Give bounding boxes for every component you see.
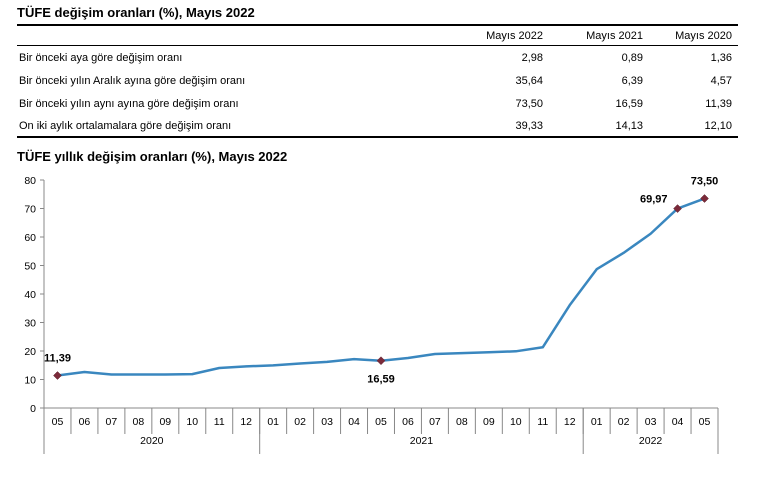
header-may-2020: Mayıs 2020 (649, 24, 738, 46)
table-row: Bir önceki yılın aynı ayına göre değişim… (17, 92, 738, 115)
header-label (17, 24, 449, 46)
x-tick-label: 03 (321, 416, 333, 428)
data-point (326, 360, 329, 363)
data-point (218, 367, 221, 370)
table-row: Bir önceki aya göre değişim oranı 2,98 0… (17, 46, 738, 70)
data-label: 11,39 (44, 353, 71, 365)
cell-value: 2,98 (521, 51, 543, 64)
cell-value: 14,13 (549, 115, 649, 138)
cell-value: 35,64 (515, 74, 543, 87)
x-tick-label: 06 (79, 416, 91, 428)
cell-value: 0,89 (621, 51, 643, 64)
data-marker (376, 356, 386, 366)
x-tick-label: 11 (214, 416, 225, 428)
x-tick-label: 08 (133, 416, 145, 428)
x-tick-label: 09 (483, 416, 495, 428)
data-point (541, 346, 544, 349)
y-tick-label: 40 (24, 289, 36, 301)
data-point (406, 357, 409, 360)
y-tick-label: 70 (24, 204, 36, 216)
data-point (83, 371, 86, 374)
y-tick-label: 30 (24, 318, 36, 330)
y-tick-label: 60 (24, 232, 36, 244)
table-row: On iki aylık ortalamalara göre değişim o… (17, 115, 738, 138)
data-point (514, 350, 517, 353)
data-point (487, 351, 490, 354)
table-title: TÜFE değişim oranları (%), Mayıs 2022 (17, 5, 255, 20)
x-tick-label: 05 (699, 416, 711, 428)
data-marker (700, 194, 709, 203)
x-tick-label: 08 (456, 416, 468, 428)
x-tick-label: 04 (672, 416, 684, 428)
data-point (460, 352, 463, 355)
header-may-2021: Mayıs 2021 (549, 24, 649, 46)
x-tick-label: 10 (186, 416, 198, 428)
data-point (137, 373, 140, 376)
y-tick-label: 80 (24, 175, 36, 187)
row-label: Bir önceki aya göre değişim oranı (19, 51, 183, 64)
x-tick-label: 09 (159, 416, 171, 428)
row-label: On iki aylık ortalamalara göre değişim o… (17, 115, 449, 138)
row-label: Bir önceki yılın aynı ayına göre değişim… (19, 97, 239, 110)
data-point (164, 373, 167, 376)
data-point (245, 365, 248, 368)
cell-value: 73,50 (515, 97, 543, 110)
cell-value: 12,10 (649, 115, 738, 138)
x-tick-label: 04 (348, 416, 360, 428)
x-tick-label: 01 (267, 416, 279, 428)
cell-value: 39,33 (449, 115, 549, 138)
data-point (353, 358, 356, 361)
row-label: Bir önceki yılın Aralık ayına göre değiş… (19, 74, 246, 87)
x-tick-label: 11 (537, 416, 548, 428)
data-point (433, 352, 436, 355)
x-tick-label: 01 (591, 416, 603, 428)
year-label: 2020 (140, 435, 164, 447)
cell-value: 4,57 (710, 74, 732, 87)
x-tick-label: 07 (106, 416, 118, 428)
x-tick-label: 02 (618, 416, 630, 428)
data-label: 16,59 (367, 374, 395, 386)
data-label: 69,97 (640, 194, 668, 206)
cell-value: 6,39 (621, 74, 643, 87)
year-label: 2021 (410, 435, 434, 447)
x-tick-label: 07 (429, 416, 441, 428)
cell-value: 11,39 (705, 97, 732, 110)
data-marker (673, 204, 682, 213)
x-tick-label: 05 (375, 416, 387, 428)
inflation-table: Mayıs 2022 Mayıs 2021 Mayıs 2020 Bir önc… (17, 24, 738, 138)
x-tick-label: 03 (645, 416, 657, 428)
data-point (191, 373, 194, 376)
table-row: Bir önceki yılın Aralık ayına göre değiş… (17, 69, 738, 92)
x-tick-label: 02 (294, 416, 306, 428)
series-line (56, 197, 706, 377)
table-header-row: Mayıs 2022 Mayıs 2021 Mayıs 2020 (17, 24, 738, 46)
data-point (649, 232, 652, 235)
data-point (568, 304, 571, 307)
y-tick-label: 20 (24, 346, 36, 358)
x-tick-label: 05 (52, 416, 64, 428)
cell-value: 1,36 (710, 51, 732, 64)
chart-title: TÜFE yıllık değişim oranları (%), Mayıs … (17, 149, 288, 164)
data-point (595, 268, 598, 271)
x-tick-label: 06 (402, 416, 414, 428)
header-may-2022: Mayıs 2022 (449, 24, 549, 46)
data-point (272, 364, 275, 367)
data-point (622, 251, 625, 254)
x-tick-label: 12 (240, 416, 252, 428)
y-tick-label: 10 (24, 375, 36, 387)
x-tick-label: 10 (510, 416, 522, 428)
data-point (299, 362, 302, 365)
data-marker (53, 371, 62, 380)
y-tick-label: 0 (30, 403, 36, 415)
y-tick-label: 50 (24, 261, 36, 273)
x-tick-label: 12 (564, 416, 576, 428)
year-label: 2022 (639, 435, 663, 447)
data-point (110, 373, 113, 376)
cell-value: 16,59 (615, 97, 643, 110)
data-label: 73,50 (691, 176, 719, 188)
